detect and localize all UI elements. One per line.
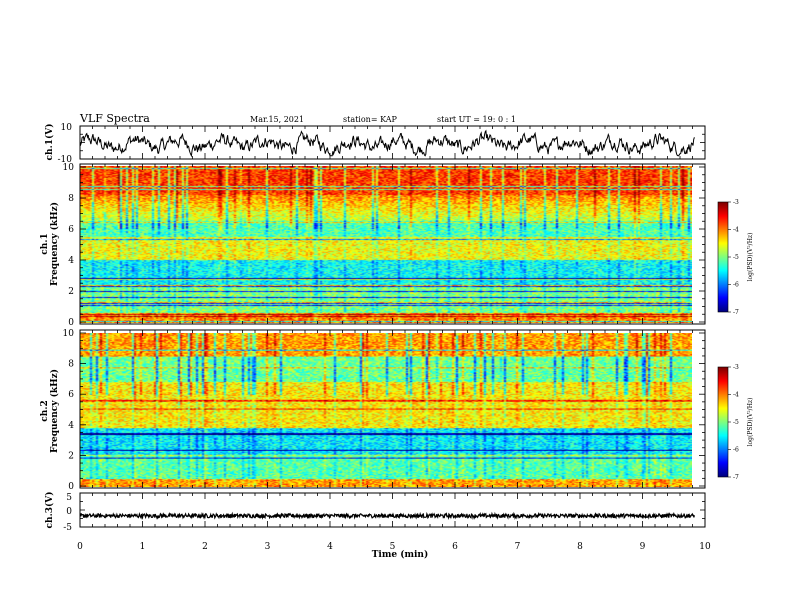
x-tick-label: 4 bbox=[327, 542, 333, 552]
x-tick-label: 9 bbox=[640, 542, 646, 552]
ch1-waveform-ticks bbox=[79, 125, 706, 160]
ch2-spectrogram-ticks: 0 2 4 6 8 10 bbox=[63, 329, 706, 492]
ch2-colorbar-ticks: -3 -4 -5 -6 -7 bbox=[728, 364, 739, 481]
y-tick-label: 2 bbox=[68, 287, 74, 297]
ch2-spec-ylabel-freq: Frequency (kHz) bbox=[49, 369, 60, 453]
x-tick-label: 10 bbox=[699, 542, 711, 552]
x-tick-label: 2 bbox=[202, 542, 208, 552]
y-tick-label: 6 bbox=[68, 390, 74, 400]
ch1-spec-ylabel-channel: ch.1 bbox=[40, 233, 50, 254]
colorbar-tick-label: -6 bbox=[733, 447, 739, 454]
x-tick-label: 0 bbox=[77, 542, 83, 552]
ch1-ytick-top: 10 bbox=[61, 123, 73, 133]
ch1-spectrogram-panel: 0 2 4 6 8 10 ch.1 Frequency (kHz) bbox=[40, 163, 706, 328]
ch2-colorbar: -3 -4 -5 -6 -7 log(PSD)(V²/Hz) bbox=[717, 364, 754, 481]
y-tick-label: 0 bbox=[68, 318, 74, 328]
colorbar-tick-label: -4 bbox=[733, 227, 739, 234]
y-tick-label: 2 bbox=[68, 451, 74, 461]
y-tick-label: 6 bbox=[68, 225, 74, 235]
ch1-spectrogram-ticks: 0 2 4 6 8 10 bbox=[63, 163, 706, 328]
ch3-ytick-top: 5 bbox=[66, 493, 72, 503]
x-tick-label: 8 bbox=[577, 542, 583, 552]
colorbar-tick-label: -3 bbox=[733, 364, 739, 371]
x-tick-label: 5 bbox=[390, 542, 396, 552]
y-tick-label: 8 bbox=[68, 360, 74, 370]
ch1-ytick-bottom: -10 bbox=[58, 155, 73, 165]
y-tick-label: 0 bbox=[68, 482, 74, 492]
ch3-ylabel: ch.3(V) bbox=[44, 492, 55, 529]
ch3-waveform-ticks bbox=[79, 492, 706, 528]
y-tick-label: 4 bbox=[68, 421, 74, 431]
colorbar-tick-label: -5 bbox=[733, 419, 739, 426]
ch1-waveform-panel: 10 -10 ch.1(V) bbox=[44, 123, 706, 165]
ch1-ylabel: ch.1(V) bbox=[44, 124, 55, 161]
ch3-waveform-panel: 5 0 -5 ch.3(V) bbox=[44, 492, 706, 533]
ch1-spec-ylabel-freq: Frequency (kHz) bbox=[49, 202, 60, 286]
colorbar-tick-label: -5 bbox=[733, 254, 739, 261]
x-tick-label: 6 bbox=[452, 542, 458, 552]
figure-title: VLF Spectra bbox=[79, 112, 150, 125]
station-label: station= KAP bbox=[343, 115, 398, 124]
x-axis-tick-labels: 0 1 2 3 4 5 6 7 8 9 10 bbox=[77, 542, 711, 552]
start-time-label: start UT = 19: 0 : 1 bbox=[437, 115, 516, 124]
x-axis-label: Time (min) bbox=[372, 549, 429, 560]
colorbar-tick-label: -6 bbox=[733, 282, 739, 289]
ch3-ytick-mid: 0 bbox=[66, 507, 72, 517]
ch2-spectrogram-panel: 0 2 4 6 8 10 ch.2 Frequency (kHz) bbox=[40, 329, 706, 492]
x-tick-label: 3 bbox=[265, 542, 271, 552]
ch1-colorbar: -3 -4 -5 -6 -7 log(PSD)(V²/Hz) bbox=[717, 199, 754, 316]
ch2-colorbar-label: log(PSD)(V²/Hz) bbox=[747, 398, 754, 447]
y-tick-label: 4 bbox=[68, 256, 74, 266]
y-tick-label: 8 bbox=[68, 194, 74, 204]
colorbar-tick-label: -3 bbox=[733, 199, 739, 206]
ch3-waveform-line bbox=[79, 511, 695, 521]
date-label: Mar.15, 2021 bbox=[250, 115, 304, 124]
ch2-spectrogram-image bbox=[80, 333, 692, 487]
x-tick-label: 7 bbox=[515, 542, 521, 552]
colorbar-tick-label: -4 bbox=[733, 392, 739, 399]
colorbar-tick-label: -7 bbox=[733, 474, 739, 481]
ch1-colorbar-gradient bbox=[718, 202, 728, 312]
y-tick-label: 10 bbox=[63, 329, 75, 339]
ch2-spec-ylabel-channel: ch.2 bbox=[40, 400, 50, 421]
ch1-colorbar-ticks: -3 -4 -5 -6 -7 bbox=[728, 199, 739, 316]
ch1-colorbar-label: log(PSD)(V²/Hz) bbox=[747, 233, 754, 282]
colorbar-tick-label: -7 bbox=[733, 309, 739, 316]
ch3-ytick-bottom: -5 bbox=[63, 523, 72, 533]
ch1-waveform-line bbox=[79, 129, 695, 158]
ch2-colorbar-gradient bbox=[718, 367, 728, 477]
ch1-spectrogram-image bbox=[80, 166, 692, 323]
x-tick-label: 1 bbox=[140, 542, 146, 552]
y-tick-label: 10 bbox=[63, 163, 75, 173]
